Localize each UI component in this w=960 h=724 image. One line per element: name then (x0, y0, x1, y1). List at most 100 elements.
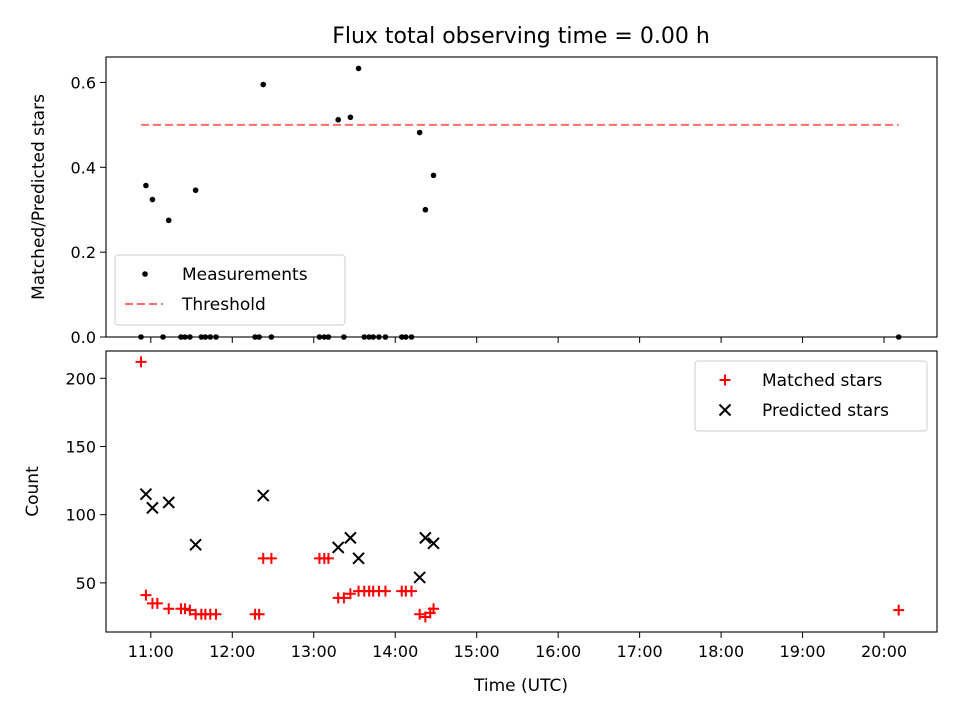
measurements-point (382, 334, 389, 340)
matched-stars-point (253, 608, 265, 620)
x-tick-label: 12:00 (209, 642, 255, 661)
legend-swatch-matched-stars (719, 374, 731, 386)
measurements-point (355, 65, 362, 72)
legend-label-matched-stars: Matched stars (762, 371, 882, 391)
matched-stars-point (265, 552, 277, 564)
measurements-point (316, 334, 323, 340)
matched-stars-point (379, 585, 391, 597)
predicted-stars-point (427, 537, 440, 550)
legend-label-measurements: Measurements (182, 265, 308, 285)
predicted-stars-point (344, 531, 357, 545)
measurements-point (321, 334, 328, 340)
matched-stars-point (414, 608, 426, 620)
matched-stars-point (179, 603, 191, 615)
measurements-point (207, 334, 214, 340)
x-tick-label: 19:00 (780, 642, 826, 661)
y-tick-label: 0.0 (71, 328, 96, 347)
measurements-point (178, 334, 184, 340)
measurements-point (165, 217, 172, 224)
panel-2-frame (105, 350, 938, 633)
panel-2-legend: Matched stars Predicted stars (694, 360, 928, 432)
legend-swatch-predicted-stars (718, 403, 732, 417)
matched-stars-point (344, 588, 356, 600)
legend-box (694, 360, 928, 432)
chart-title: Flux total observing time = 0.00 h (332, 24, 710, 49)
y-tick-label: 0.4 (71, 158, 96, 177)
matched-stars-point (151, 597, 163, 609)
y-tick-label: 200 (65, 369, 96, 388)
measurements-point (202, 334, 209, 340)
measurements-point (160, 334, 166, 340)
matched-stars-point (210, 608, 222, 620)
measurements-point (138, 334, 144, 340)
y-axis-label: Count (23, 466, 43, 517)
measurements-point (149, 196, 156, 203)
measurements-point (187, 334, 193, 340)
measurements-point (252, 334, 258, 340)
predicted-stars-point (162, 496, 175, 509)
measurements-point (256, 334, 262, 340)
measurements-point (398, 334, 405, 340)
predicted-stars-point (413, 571, 426, 584)
matched-stars-point (140, 589, 152, 601)
x-tick-label: 18:00 (698, 642, 744, 661)
y-tick-label: 0.6 (71, 73, 96, 92)
measurements-point (430, 172, 437, 179)
x-tick-label: 15:00 (454, 642, 500, 661)
x-tick-label: 14:00 (372, 642, 418, 661)
x-tick-label: 20:00 (861, 642, 907, 661)
measurements-point (341, 334, 347, 340)
legend-label-threshold: Threshold (181, 295, 266, 315)
predicted-stars-point (331, 541, 345, 554)
x-tick-label: 17:00 (617, 642, 663, 661)
measurements-point (268, 334, 275, 340)
measurements-point (213, 334, 219, 340)
matched-stars-point (135, 356, 147, 368)
measurements-point (422, 206, 429, 213)
predicted-stars-point (189, 538, 202, 551)
measurements-point (361, 334, 368, 340)
panel-2: 50 100 150 200 11:00 12:00 13:00 14:00 15:00 16:0… (23, 350, 938, 661)
legend-label-predicted-stars: Predicted stars (762, 401, 889, 421)
legend-box (114, 254, 346, 326)
legend-swatch-measurements (142, 271, 148, 277)
matched-stars-point (338, 592, 350, 604)
panel-1-legend: Measurements Threshold (114, 254, 346, 326)
measurements-point (376, 334, 382, 340)
predicted-stars-point (146, 501, 159, 515)
measurements-point (895, 334, 902, 340)
y-axis-label: Matched/Predicted stars (29, 94, 49, 300)
measurements-point (260, 81, 267, 88)
matched-stars-point (406, 585, 418, 597)
measurements-point (335, 116, 341, 123)
panel-1: 0.0 0.2 0.4 0.6 Matched/Predicted stars Measu… (29, 56, 938, 347)
measurements-point (198, 334, 205, 340)
measurements-point (408, 334, 415, 340)
matched-stars-point (184, 604, 196, 616)
plot-area (138, 65, 902, 340)
x-tick-label: 11:00 (128, 642, 174, 661)
measurements-point (192, 187, 199, 194)
x-tick-label: 16:00 (535, 642, 581, 661)
measurements-point (143, 182, 149, 189)
y-tick-label: 150 (65, 437, 96, 456)
plot-area (135, 356, 905, 623)
predicted-stars-point (352, 552, 365, 565)
predicted-stars-point (139, 488, 153, 501)
matched-stars-point (322, 552, 334, 564)
x-tick-label: 13:00 (291, 642, 337, 661)
matched-stars-point (428, 603, 440, 615)
y-tick-label: 50 (76, 574, 96, 593)
x-axis-label: Time (UTC) (473, 676, 568, 696)
measurements-point (347, 114, 354, 121)
predicted-stars-point (419, 531, 432, 545)
measurements-point (182, 334, 188, 340)
y-tick-label: 100 (65, 506, 96, 525)
measurements-point (366, 334, 372, 340)
matched-stars-point (163, 603, 175, 615)
predicted-stars-point (257, 489, 270, 502)
measurements-point (370, 334, 377, 340)
measurements-point (416, 129, 423, 136)
